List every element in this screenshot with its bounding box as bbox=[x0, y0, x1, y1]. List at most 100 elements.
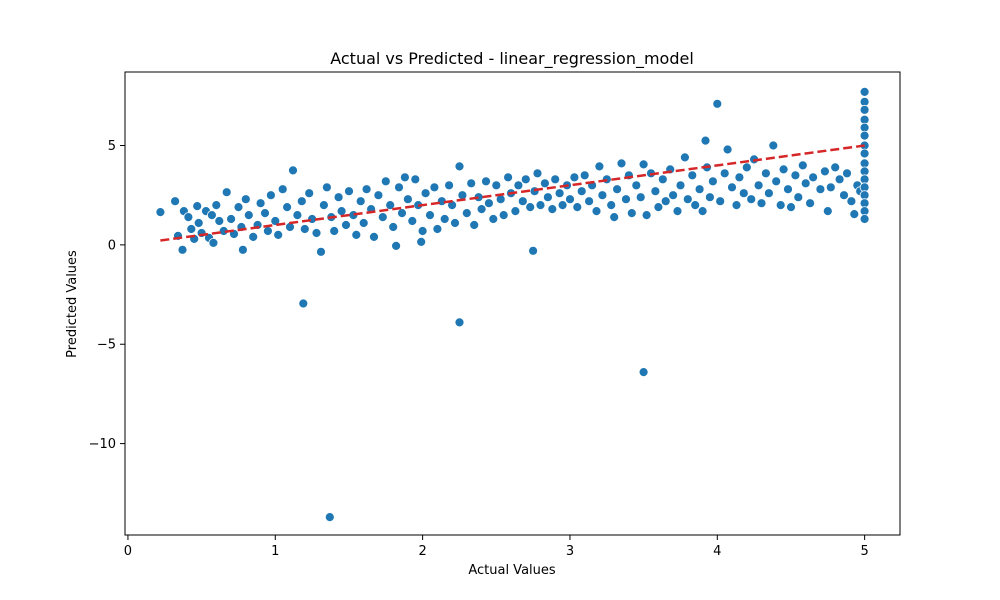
data-point bbox=[722, 144, 733, 155]
data-point bbox=[417, 226, 428, 236]
data-point bbox=[778, 164, 789, 175]
data-point bbox=[221, 187, 232, 198]
data-point bbox=[793, 192, 804, 203]
data-point bbox=[304, 188, 315, 199]
data-point bbox=[410, 174, 421, 185]
y-tick-label: −5 bbox=[97, 338, 116, 353]
data-point bbox=[170, 196, 181, 207]
plot-area bbox=[155, 87, 870, 522]
data-point bbox=[550, 174, 561, 185]
data-point bbox=[503, 172, 514, 183]
data-point bbox=[783, 184, 793, 195]
data-point bbox=[594, 161, 605, 172]
x-tick-label: 1 bbox=[271, 544, 279, 559]
data-point bbox=[705, 192, 715, 203]
data-point bbox=[753, 180, 764, 191]
data-point bbox=[738, 188, 749, 199]
data-point bbox=[296, 196, 307, 207]
data-point bbox=[708, 176, 718, 187]
data-point bbox=[402, 194, 413, 205]
data-point bbox=[211, 200, 222, 211]
data-point bbox=[385, 200, 396, 211]
data-point bbox=[461, 208, 472, 219]
data-point bbox=[797, 160, 808, 171]
data-point bbox=[391, 240, 402, 251]
data-point bbox=[535, 200, 546, 211]
y-axis: −10 −5 0 5 bbox=[89, 139, 125, 452]
data-point bbox=[416, 236, 427, 247]
data-point bbox=[682, 194, 693, 205]
data-point bbox=[621, 194, 631, 205]
data-point bbox=[543, 192, 553, 203]
data-point bbox=[690, 200, 701, 211]
data-point bbox=[226, 214, 237, 224]
data-point bbox=[361, 184, 372, 195]
data-point bbox=[380, 176, 391, 187]
data-point bbox=[292, 210, 303, 221]
data-point bbox=[532, 168, 543, 179]
data-point bbox=[265, 190, 276, 201]
data-point bbox=[626, 208, 637, 219]
data-point bbox=[466, 178, 477, 189]
data-point bbox=[846, 196, 857, 207]
data-point bbox=[569, 172, 580, 183]
y-tick-label: 5 bbox=[108, 139, 116, 154]
data-point bbox=[450, 218, 460, 228]
x-tick-label: 2 bbox=[418, 544, 426, 559]
data-point bbox=[775, 200, 786, 211]
data-point bbox=[820, 166, 830, 177]
data-point bbox=[237, 244, 248, 255]
data-point bbox=[262, 226, 273, 236]
data-point bbox=[771, 176, 782, 187]
data-point bbox=[282, 202, 293, 213]
data-point bbox=[444, 180, 455, 191]
data-point bbox=[355, 196, 366, 207]
data-point bbox=[597, 190, 608, 201]
data-point bbox=[358, 218, 369, 228]
data-point bbox=[859, 148, 870, 159]
data-point bbox=[822, 206, 833, 217]
data-point bbox=[429, 182, 440, 193]
data-point bbox=[859, 130, 870, 141]
data-point bbox=[641, 210, 652, 221]
data-point bbox=[834, 174, 845, 185]
data-point bbox=[457, 190, 468, 201]
data-point bbox=[528, 245, 538, 256]
data-point bbox=[800, 178, 811, 189]
data-point bbox=[731, 200, 742, 211]
data-point bbox=[842, 168, 852, 179]
data-point bbox=[377, 212, 388, 223]
data-point bbox=[576, 186, 587, 197]
data-point bbox=[388, 222, 399, 232]
data-point bbox=[680, 152, 690, 163]
data-point bbox=[606, 200, 617, 211]
data-point bbox=[525, 202, 536, 213]
data-point bbox=[454, 161, 465, 172]
data-point bbox=[193, 218, 204, 228]
y-tick-label: −10 bbox=[89, 437, 116, 452]
data-point bbox=[517, 196, 528, 207]
data-point bbox=[240, 194, 251, 205]
data-point bbox=[248, 231, 259, 242]
y-axis-label: Predicted Values bbox=[65, 250, 80, 358]
y-tick-label: 0 bbox=[108, 238, 116, 253]
data-point bbox=[329, 226, 340, 236]
data-point bbox=[288, 165, 298, 176]
data-point bbox=[700, 135, 711, 146]
data-point bbox=[318, 200, 329, 211]
data-point bbox=[638, 367, 649, 378]
data-point bbox=[859, 214, 870, 224]
data-point bbox=[540, 178, 550, 189]
data-point bbox=[609, 212, 620, 223]
data-point bbox=[311, 228, 322, 238]
data-point bbox=[756, 198, 767, 209]
x-tick-label: 5 bbox=[860, 544, 868, 559]
data-point bbox=[675, 180, 686, 191]
chart-title: Actual vs Predicted - linear_regression_… bbox=[330, 49, 694, 69]
data-point bbox=[255, 198, 266, 209]
data-point bbox=[214, 216, 225, 226]
data-point bbox=[761, 168, 771, 179]
data-point bbox=[498, 210, 509, 221]
data-point bbox=[638, 159, 649, 170]
